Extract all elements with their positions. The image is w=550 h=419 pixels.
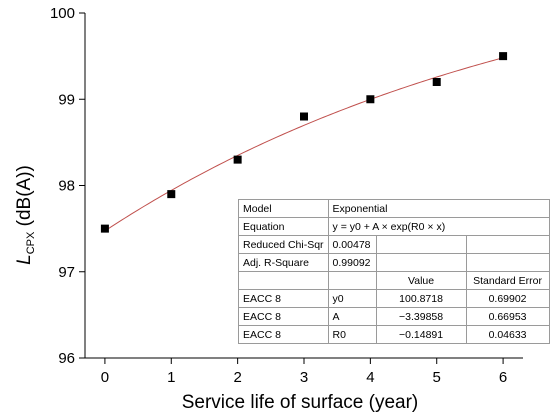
table-row: Model Exponential [238, 199, 550, 218]
table-cell [465, 235, 550, 254]
x-tick-label: 3 [300, 369, 308, 386]
table-cell: R0 [327, 325, 377, 344]
y-tick-label: 98 [58, 178, 75, 195]
data-points [100, 52, 508, 233]
table-cell: 100.8718 [375, 289, 467, 308]
table-row: EACC 8 R0 −0.14891 0.04633 [238, 325, 550, 344]
table-cell: 0.00478 [327, 235, 377, 254]
y-axis-title-symbol: L [14, 254, 35, 265]
y-axis-title-unit: (dB(A)) [14, 165, 35, 232]
x-tick-label: 0 [101, 369, 109, 386]
table-cell: −0.14891 [375, 325, 467, 344]
table-cell: EACC 8 [238, 325, 329, 344]
data-point [432, 78, 441, 86]
table-cell: EACC 8 [238, 307, 329, 326]
x-tick-label: 1 [167, 369, 175, 386]
y-tick-label: 100 [50, 5, 75, 22]
table-row: Equation y = y0 + A × exp(R0 × x) [238, 217, 550, 236]
table-row: EACC 8 A −3.39858 0.66953 [238, 307, 550, 326]
table-cell: Model [238, 199, 329, 218]
table-cell: Exponential [327, 199, 550, 218]
y-ticks: 96 97 98 99 100 [50, 5, 85, 367]
x-tick-label: 2 [233, 369, 241, 386]
table-cell: 0.69902 [465, 289, 550, 308]
x-tick-label: 6 [499, 369, 507, 386]
data-point [499, 52, 508, 61]
table-cell [238, 271, 329, 290]
table-cell [375, 235, 467, 254]
y-tick-label: 96 [58, 350, 75, 367]
table-cell: Standard Error [465, 271, 550, 290]
table-cell [465, 253, 550, 272]
table-cell: 0.99092 [327, 253, 377, 272]
table-cell: 0.04633 [465, 325, 550, 344]
x-ticks: 0 1 2 3 4 5 6 [101, 358, 507, 386]
x-tick-label: 4 [366, 369, 374, 386]
data-point [100, 224, 109, 233]
table-row: Value Standard Error [238, 271, 550, 290]
y-axis-title-subscript: CPX [25, 231, 37, 254]
data-point [233, 155, 242, 164]
fit-parameters-table: Model Exponential Equation y = y0 + A × exp… [238, 199, 550, 344]
y-tick-label: 99 [58, 91, 75, 108]
x-axis-title: Service life of surface (year) [182, 392, 419, 413]
table-cell: 0.66953 [465, 307, 550, 326]
table-cell: Adj. R-Square [238, 253, 329, 272]
x-tick-label: 5 [433, 369, 441, 386]
table-row: Adj. R-Square 0.99092 [238, 253, 550, 272]
table-cell: −3.39858 [375, 307, 467, 326]
y-tick-label: 97 [58, 264, 75, 281]
table-row: Reduced Chi-Sqr 0.00478 [238, 235, 550, 254]
data-point [366, 95, 375, 104]
table-cell: Equation [238, 217, 329, 236]
table-cell: y = y0 + A × exp(R0 × x) [327, 217, 550, 236]
table-cell: y0 [327, 289, 377, 308]
table-cell [327, 271, 377, 290]
table-cell: Reduced Chi-Sqr [238, 235, 329, 254]
table-cell: A [327, 307, 377, 326]
table-cell [375, 253, 467, 272]
data-point [167, 190, 176, 199]
y-axis-title: LCPX (dB(A)) [14, 165, 37, 265]
data-point [300, 112, 308, 121]
table-row: EACC 8 y0 100.8718 0.69902 [238, 289, 550, 308]
table-cell: Value [375, 271, 467, 290]
table-cell: EACC 8 [238, 289, 329, 308]
